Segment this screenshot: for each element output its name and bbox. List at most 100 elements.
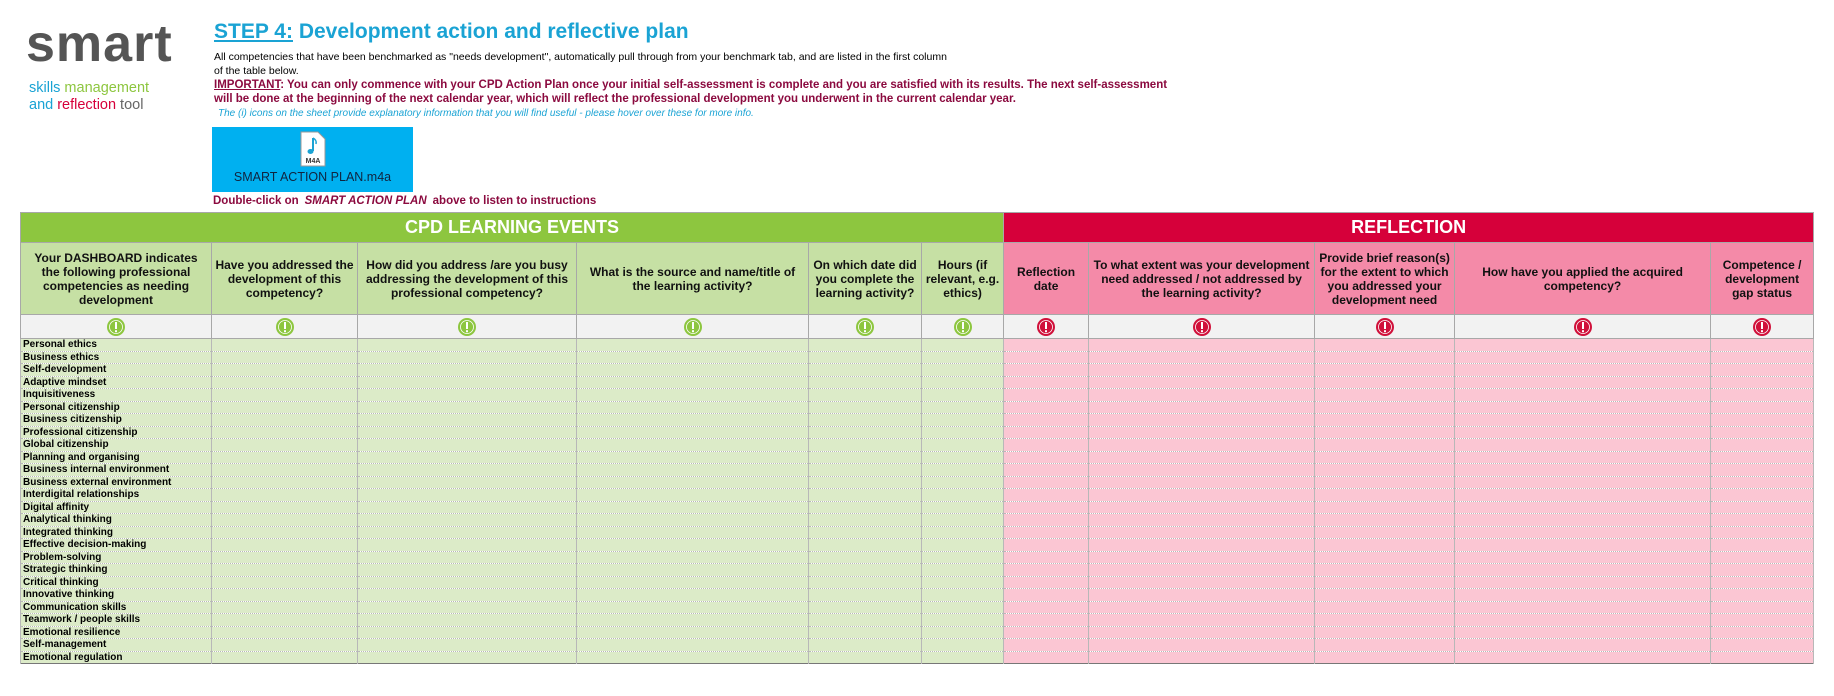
input-cell[interactable] (1454, 513, 1712, 527)
input-cell[interactable] (808, 475, 922, 489)
input-cell[interactable] (211, 488, 358, 502)
input-cell[interactable] (211, 575, 358, 589)
input-cell[interactable] (576, 463, 809, 477)
input-cell[interactable] (920, 600, 1005, 614)
input-cell[interactable] (808, 388, 922, 402)
input-cell[interactable] (1710, 563, 1815, 577)
input-cell[interactable] (920, 463, 1005, 477)
input-cell[interactable] (1710, 350, 1815, 364)
input-cell[interactable] (576, 450, 809, 464)
input-cell[interactable] (211, 625, 358, 639)
input-cell[interactable] (1088, 650, 1316, 664)
input-cell[interactable] (1710, 600, 1815, 614)
input-cell[interactable] (1003, 425, 1090, 439)
input-cell[interactable] (1710, 375, 1815, 389)
input-cell[interactable] (357, 450, 577, 464)
input-cell[interactable] (357, 538, 577, 552)
input-cell[interactable] (576, 388, 809, 402)
input-cell[interactable] (1088, 450, 1316, 464)
input-cell[interactable] (1314, 588, 1456, 602)
input-cell[interactable] (1454, 588, 1712, 602)
input-cell[interactable] (920, 638, 1005, 652)
input-cell[interactable] (1003, 375, 1090, 389)
input-cell[interactable] (1314, 438, 1456, 452)
input-cell[interactable] (211, 650, 358, 664)
input-cell[interactable] (920, 575, 1005, 589)
input-cell[interactable] (920, 550, 1005, 564)
input-cell[interactable] (1314, 350, 1456, 364)
input-cell[interactable] (357, 488, 577, 502)
input-cell[interactable] (1088, 625, 1316, 639)
input-cell[interactable] (1454, 650, 1712, 664)
input-cell[interactable] (1454, 625, 1712, 639)
info-icon[interactable] (106, 317, 126, 337)
input-cell[interactable] (1454, 375, 1712, 389)
input-cell[interactable] (920, 475, 1005, 489)
input-cell[interactable] (1710, 463, 1815, 477)
input-cell[interactable] (357, 475, 577, 489)
input-cell[interactable] (1454, 550, 1712, 564)
input-cell[interactable] (576, 650, 809, 664)
input-cell[interactable] (920, 338, 1005, 352)
input-cell[interactable] (1710, 513, 1815, 527)
input-cell[interactable] (357, 575, 577, 589)
input-cell[interactable] (920, 488, 1005, 502)
input-cell[interactable] (1088, 588, 1316, 602)
input-cell[interactable] (1088, 363, 1316, 377)
input-cell[interactable] (1088, 488, 1316, 502)
input-cell[interactable] (1314, 450, 1456, 464)
input-cell[interactable] (211, 450, 358, 464)
input-cell[interactable] (920, 613, 1005, 627)
input-cell[interactable] (211, 463, 358, 477)
input-cell[interactable] (1314, 413, 1456, 427)
input-cell[interactable] (1314, 550, 1456, 564)
input-cell[interactable] (1314, 463, 1456, 477)
input-cell[interactable] (357, 400, 577, 414)
input-cell[interactable] (1003, 363, 1090, 377)
input-cell[interactable] (1710, 400, 1815, 414)
input-cell[interactable] (1314, 613, 1456, 627)
input-cell[interactable] (576, 350, 809, 364)
input-cell[interactable] (1710, 388, 1815, 402)
input-cell[interactable] (357, 625, 577, 639)
input-cell[interactable] (1454, 600, 1712, 614)
input-cell[interactable] (1003, 338, 1090, 352)
input-cell[interactable] (1088, 575, 1316, 589)
input-cell[interactable] (357, 588, 577, 602)
input-cell[interactable] (808, 488, 922, 502)
input-cell[interactable] (920, 425, 1005, 439)
input-cell[interactable] (211, 375, 358, 389)
input-cell[interactable] (1088, 425, 1316, 439)
input-cell[interactable] (1314, 650, 1456, 664)
input-cell[interactable] (1088, 350, 1316, 364)
input-cell[interactable] (808, 600, 922, 614)
input-cell[interactable] (1088, 600, 1316, 614)
input-cell[interactable] (1088, 613, 1316, 627)
input-cell[interactable] (1003, 538, 1090, 552)
input-cell[interactable] (1088, 525, 1316, 539)
input-cell[interactable] (1454, 350, 1712, 364)
input-cell[interactable] (1003, 488, 1090, 502)
input-cell[interactable] (357, 600, 577, 614)
input-cell[interactable] (576, 563, 809, 577)
input-cell[interactable] (808, 363, 922, 377)
input-cell[interactable] (1003, 613, 1090, 627)
info-icon[interactable] (275, 317, 295, 337)
input-cell[interactable] (211, 500, 358, 514)
input-cell[interactable] (576, 338, 809, 352)
input-cell[interactable] (920, 650, 1005, 664)
input-cell[interactable] (357, 413, 577, 427)
input-cell[interactable] (211, 388, 358, 402)
input-cell[interactable] (1088, 400, 1316, 414)
input-cell[interactable] (1314, 625, 1456, 639)
input-cell[interactable] (808, 563, 922, 577)
input-cell[interactable] (576, 500, 809, 514)
input-cell[interactable] (1454, 400, 1712, 414)
input-cell[interactable] (1003, 400, 1090, 414)
input-cell[interactable] (357, 638, 577, 652)
info-icon[interactable] (1036, 317, 1056, 337)
input-cell[interactable] (1314, 525, 1456, 539)
info-icon[interactable] (1192, 317, 1212, 337)
input-cell[interactable] (1710, 625, 1815, 639)
input-cell[interactable] (1088, 375, 1316, 389)
